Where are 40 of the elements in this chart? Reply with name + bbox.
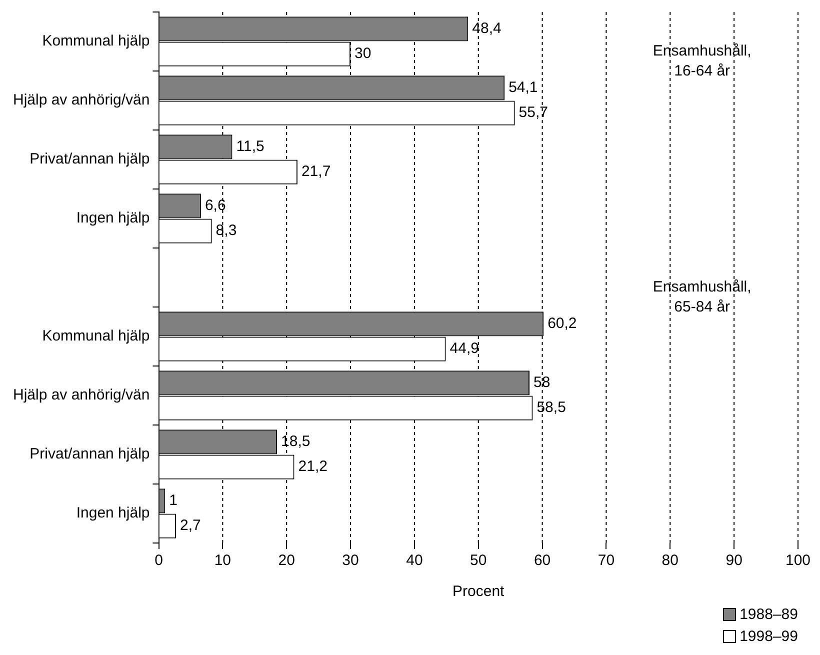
x-tick-label: 30 [342,552,359,570]
y-tick-label: Privat/annan hjälp [30,446,150,463]
y-tick-label: Hjälp av anhörig/vän [12,386,150,404]
data-label: 55,7 [518,104,548,122]
data-label: 60,2 [548,315,577,332]
y-tick-label: Privat/annan hjälp [30,150,150,168]
data-label: 6,6 [204,197,226,214]
y-tick-label: Kommunal hjälp [42,32,150,50]
data-label: 21,2 [298,458,328,476]
x-tick-label: 10 [214,552,232,570]
y-tick-label: Ingen hjälp [76,210,150,227]
data-label: 48,4 [472,20,502,38]
data-label: 44,9 [450,340,479,358]
x-tick-label: 20 [278,552,295,570]
data-label: 1 [169,492,178,510]
x-axis-title: Procent [452,583,506,600]
y-tick-label: Ingen hjälp [76,504,150,522]
data-label: 54,1 [508,79,538,96]
data-label: 2,7 [180,517,201,534]
legend-label: 1988–89 [740,606,798,622]
data-label: 58,5 [536,399,566,416]
data-label: 21,7 [301,163,331,180]
data-label: 8,3 [216,222,237,240]
x-tick-label: 60 [534,552,551,570]
data-label: 11,5 [236,138,264,156]
x-tick-label: 40 [406,552,423,570]
y-tick-label: Kommunal hjälp [42,328,150,345]
data-label: 58 [534,374,550,392]
x-tick-label: 70 [598,552,615,570]
data-label: 30 [354,45,372,62]
text: 1998–99 [740,628,798,644]
x-tick-label: 100 [785,552,811,570]
x-tick-label: 90 [726,552,742,570]
x-tick-label: 50 [470,552,487,570]
y-tick-label: Hjälp av anhörig/vän [12,92,150,109]
annotation: Ensamhushåll, 16-64 år [652,42,752,80]
x-tick-label: 0 [154,552,163,570]
annotation: Ensamhushåll, 65-84 år [652,278,752,316]
x-tick-label: 80 [662,552,678,570]
data-label: 18,5 [281,433,310,450]
